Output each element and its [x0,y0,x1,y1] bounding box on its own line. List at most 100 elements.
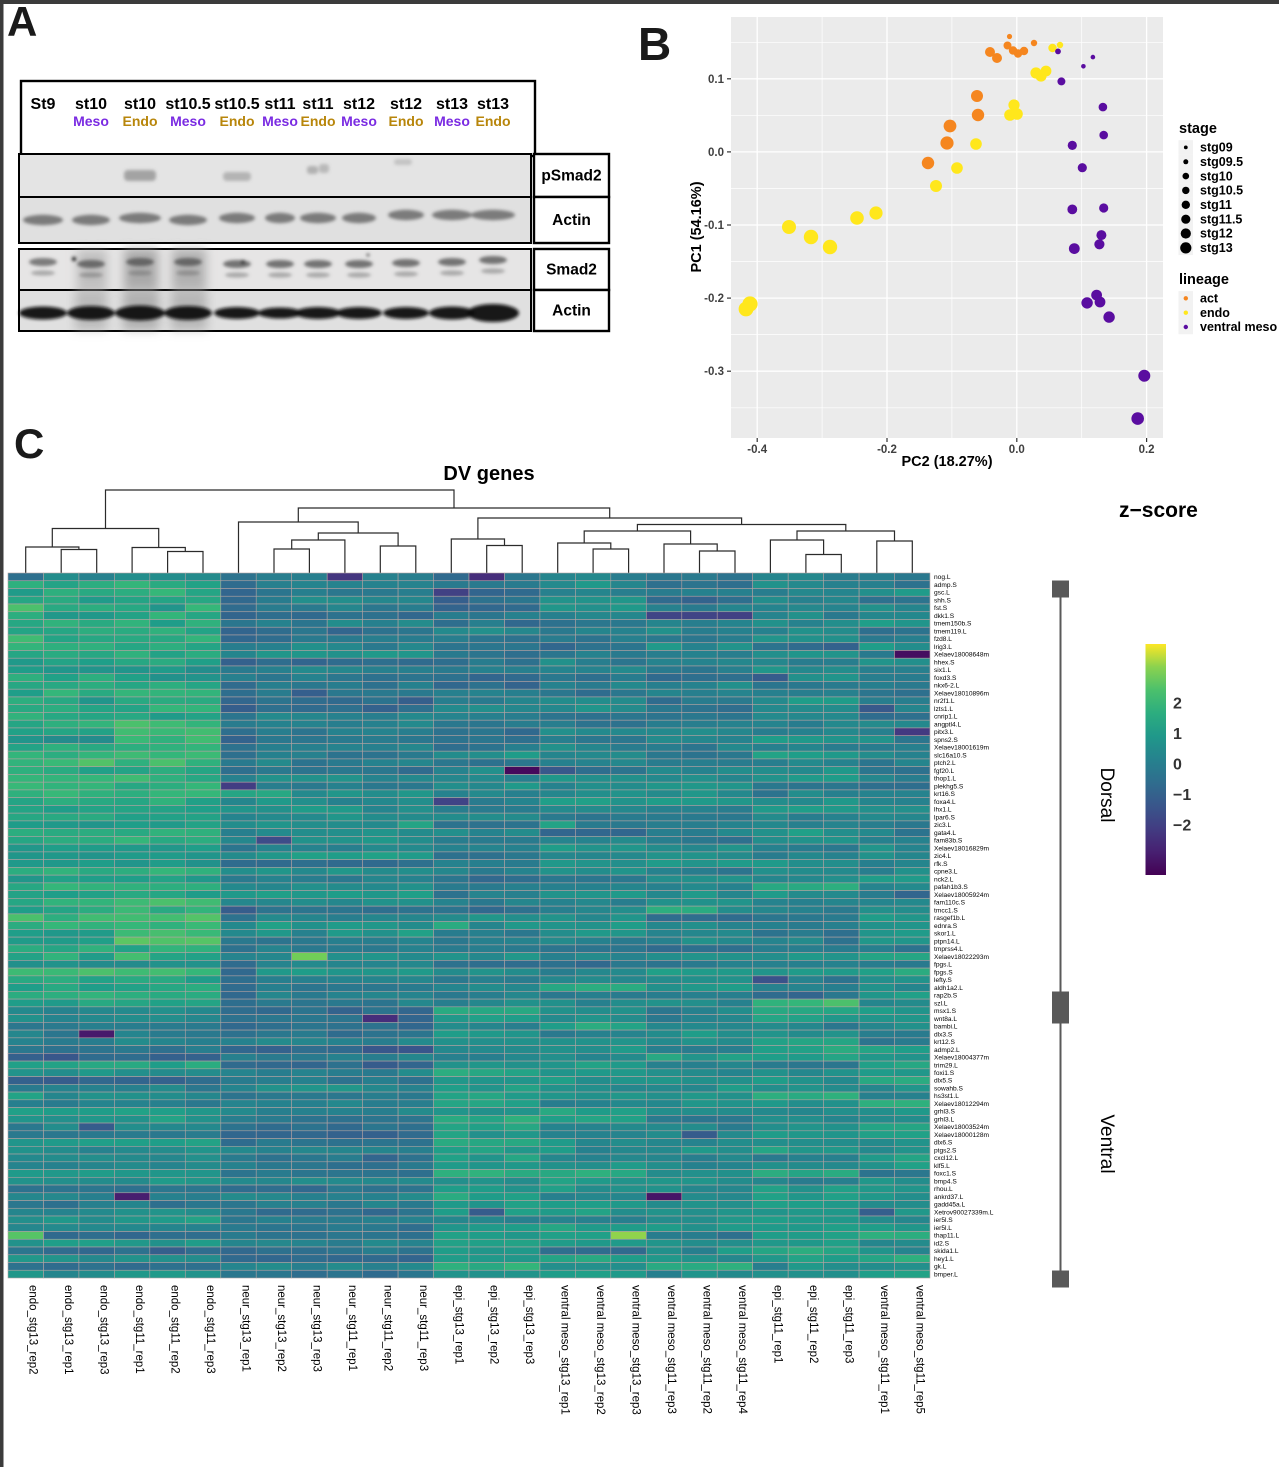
svg-text:neur_stg13_rep3: neur_stg13_rep3 [310,1285,322,1372]
svg-text:stg11: stg11 [1200,198,1232,212]
svg-text:gadd45a.L: gadd45a.L [934,1202,966,1209]
svg-text:Endo: Endo [476,113,511,129]
svg-text:zic4.L: zic4.L [934,853,952,860]
svg-text:-0.2: -0.2 [704,293,724,305]
svg-text:act: act [1200,292,1219,306]
svg-text:endo_stg11_rep1: endo_stg11_rep1 [133,1285,145,1374]
svg-text:st12: st12 [390,96,422,113]
svg-text:foxa4.L: foxa4.L [934,799,956,806]
svg-text:ventral meso: ventral meso [1200,320,1277,334]
svg-text:ventral meso_stg11_rep4: ventral meso_stg11_rep4 [736,1285,748,1415]
svg-text:st10: st10 [124,96,156,113]
svg-text:Meso: Meso [262,113,298,129]
svg-text:neur_stg11_rep2: neur_stg11_rep2 [381,1285,393,1371]
svg-text:thop1.L: thop1.L [934,776,956,783]
svg-text:bambi.L: bambi.L [934,1024,958,1031]
svg-text:st10.5: st10.5 [214,96,259,113]
svg-text:ankrd37.L: ankrd37.L [934,1194,964,1201]
svg-text:sowahb.S: sowahb.S [934,1086,964,1093]
svg-text:1: 1 [1173,726,1182,743]
svg-text:stage: stage [1179,121,1217,137]
svg-text:ventral meso_stg11_rep5: ventral meso_stg11_rep5 [913,1285,925,1414]
svg-text:Endo: Endo [123,113,158,129]
svg-text:admp2.L: admp2.L [934,1047,960,1054]
svg-text:PC1 (54.16%): PC1 (54.16%) [689,181,705,272]
svg-text:ier5l.S: ier5l.S [934,1217,953,1224]
svg-text:nog.L: nog.L [934,574,951,581]
svg-text:DV genes: DV genes [443,463,534,485]
svg-text:endo_stg13_rep3: endo_stg13_rep3 [98,1285,110,1375]
svg-text:st12: st12 [343,96,375,113]
svg-text:hs3st1.L: hs3st1.L [934,1093,959,1100]
svg-text:−1: −1 [1173,787,1191,804]
svg-text:Xelaev18016829m: Xelaev18016829m [934,845,989,852]
svg-text:foxd3.S: foxd3.S [934,675,957,682]
svg-text:shh.S: shh.S [934,597,951,604]
svg-text:endo_stg13_rep2: endo_stg13_rep2 [27,1285,39,1375]
svg-text:aldh1a2.L: aldh1a2.L [934,985,963,992]
svg-text:neur_stg13_rep2: neur_stg13_rep2 [275,1285,287,1372]
svg-text:endo: endo [1200,306,1230,320]
svg-text:spns2.S: spns2.S [934,737,958,744]
svg-text:-0.1: -0.1 [704,220,724,232]
svg-text:Dorsal: Dorsal [1096,768,1117,823]
svg-text:stg12: stg12 [1200,227,1233,241]
svg-text:Ventral: Ventral [1096,1114,1117,1173]
svg-text:foxc1.S: foxc1.S [934,1171,957,1178]
svg-text:epi_stg11_rep2: epi_stg11_rep2 [807,1285,819,1363]
svg-text:epi_stg11_rep1: epi_stg11_rep1 [771,1285,783,1363]
svg-text:epi_stg11_rep3: epi_stg11_rep3 [842,1285,854,1363]
svg-text:dlx5.S: dlx5.S [934,1078,953,1085]
svg-text:angptl4.L: angptl4.L [934,721,961,728]
svg-text:slc16a10.S: slc16a10.S [934,752,967,759]
svg-text:grhl3.L: grhl3.L [934,1117,954,1124]
svg-text:Xelaev18010896m: Xelaev18010896m [934,690,989,697]
svg-text:Actin: Actin [552,212,591,229]
svg-text:Xelaev18012294m: Xelaev18012294m [934,1101,989,1108]
svg-text:skor1.L: skor1.L [934,931,956,938]
svg-text:dlx6.S: dlx6.S [934,1140,953,1147]
svg-text:gk.L: gk.L [934,1264,947,1271]
svg-text:st10.5: st10.5 [165,96,210,113]
svg-text:gata4.L: gata4.L [934,830,956,837]
svg-text:Actin: Actin [552,303,591,320]
svg-text:cnrip1.L: cnrip1.L [934,714,958,721]
svg-text:hey1.L: hey1.L [934,1256,954,1263]
svg-text:msx1.S: msx1.S [934,1008,957,1015]
svg-text:stg10: stg10 [1200,169,1233,183]
svg-text:grhl3.S: grhl3.S [934,1109,955,1116]
svg-text:lzts1.L: lzts1.L [934,706,953,713]
svg-text:ventral meso_stg11_rep1: ventral meso_stg11_rep1 [878,1285,890,1414]
svg-text:admp.S: admp.S [934,582,957,589]
svg-text:st13: st13 [477,96,509,113]
svg-text:Endo: Endo [389,113,424,129]
svg-text:rhou.L: rhou.L [934,1186,953,1193]
svg-text:fpgs.S: fpgs.S [934,969,953,976]
svg-text:lefty.S: lefty.S [934,977,952,984]
svg-text:neur_stg11_rep1: neur_stg11_rep1 [346,1285,358,1371]
svg-text:st13: st13 [436,96,468,113]
svg-text:rfk.S: rfk.S [934,861,948,868]
svg-text:lrig3.L: lrig3.L [934,644,952,651]
svg-text:st11: st11 [264,96,295,113]
svg-text:plekhg5.S: plekhg5.S [934,783,964,790]
svg-text:neur_stg11_rep3: neur_stg11_rep3 [417,1285,429,1371]
svg-text:stg09: stg09 [1200,141,1233,155]
svg-text:bmp4.S: bmp4.S [934,1179,957,1186]
svg-text:epi_stg13_rep1: epi_stg13_rep1 [452,1285,464,1364]
svg-text:thap11.L: thap11.L [934,1233,960,1240]
svg-text:trim29.L: trim29.L [934,1062,958,1069]
svg-text:Xelaev18022293m: Xelaev18022293m [934,954,989,961]
svg-text:tmem150b.S: tmem150b.S [934,621,972,628]
svg-text:zic3.L: zic3.L [934,822,952,829]
svg-text:ventral meso_stg13_rep3: ventral meso_stg13_rep3 [630,1285,642,1415]
svg-text:szl.L: szl.L [934,1000,948,1007]
svg-text:Xelaev18005924m: Xelaev18005924m [934,892,989,899]
svg-text:-0.2: -0.2 [877,444,897,456]
svg-text:Endo: Endo [220,113,255,129]
svg-text:Xelaev18003524m: Xelaev18003524m [934,1124,989,1131]
svg-text:ptch2.L: ptch2.L [934,760,956,767]
svg-text:Smad2: Smad2 [546,262,597,279]
svg-text:Meso: Meso [434,113,470,129]
svg-text:0.2: 0.2 [1139,444,1155,456]
